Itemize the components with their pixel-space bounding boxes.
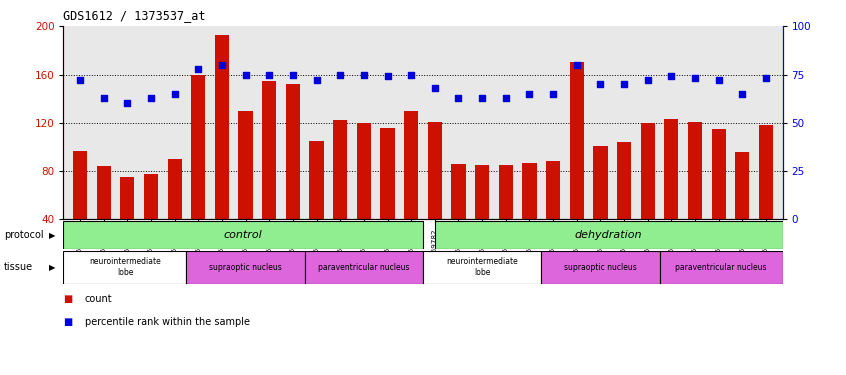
Bar	[357, 123, 371, 219]
Bar	[735, 152, 750, 219]
Point	[239, 72, 252, 78]
Point	[499, 95, 513, 101]
Bar	[711, 129, 726, 219]
Text: supraoptic nucleus: supraoptic nucleus	[209, 263, 282, 272]
Text: control: control	[224, 230, 262, 240]
Bar	[759, 125, 773, 219]
Point	[191, 66, 205, 72]
Bar	[144, 174, 158, 219]
Point	[310, 77, 323, 83]
Point	[665, 74, 678, 80]
Bar	[522, 163, 536, 219]
Text: ▶: ▶	[49, 231, 56, 240]
Text: supraoptic nucleus: supraoptic nucleus	[564, 263, 637, 272]
Bar	[660, 251, 783, 284]
Text: paraventricular nucleus: paraventricular nucleus	[318, 263, 409, 272]
Text: dehydration: dehydration	[575, 230, 642, 240]
Text: ■: ■	[63, 294, 73, 304]
Bar	[640, 123, 655, 219]
Point	[735, 91, 749, 97]
Point	[97, 95, 111, 101]
Point	[689, 75, 702, 81]
Point	[641, 77, 655, 83]
Bar	[96, 166, 111, 219]
Point	[381, 74, 394, 80]
Bar	[569, 63, 584, 219]
Bar	[452, 164, 465, 219]
Bar	[423, 251, 541, 284]
Bar	[191, 75, 206, 219]
Bar	[63, 251, 186, 284]
Point	[333, 72, 347, 78]
Bar	[498, 165, 513, 219]
Bar	[168, 159, 182, 219]
Text: protocol: protocol	[4, 230, 44, 240]
Point	[404, 72, 418, 78]
Bar	[215, 35, 229, 219]
Bar	[475, 165, 489, 219]
Point	[74, 77, 87, 83]
Point	[547, 91, 560, 97]
Point	[452, 95, 465, 101]
Text: neurointermediate
lobe: neurointermediate lobe	[89, 257, 161, 278]
Bar	[428, 122, 442, 219]
Bar	[63, 221, 423, 249]
Point	[144, 95, 157, 101]
Bar	[286, 84, 300, 219]
Text: GDS1612 / 1373537_at: GDS1612 / 1373537_at	[63, 9, 206, 22]
Point	[428, 85, 442, 91]
Point	[168, 91, 181, 97]
Bar	[546, 161, 560, 219]
Point	[286, 72, 299, 78]
Bar	[310, 141, 324, 219]
Text: neurointermediate
lobe: neurointermediate lobe	[446, 257, 518, 278]
Point	[262, 72, 276, 78]
Bar	[239, 111, 253, 219]
Bar	[593, 146, 607, 219]
Bar	[381, 128, 394, 219]
Bar	[262, 81, 277, 219]
Bar	[664, 119, 678, 219]
Bar	[688, 122, 702, 219]
Text: ■: ■	[63, 317, 73, 327]
Text: percentile rank within the sample: percentile rank within the sample	[85, 317, 250, 327]
Bar	[305, 251, 423, 284]
Point	[475, 95, 489, 101]
Bar	[73, 151, 87, 219]
Bar	[333, 120, 348, 219]
Point	[215, 62, 228, 68]
Point	[357, 72, 371, 78]
Point	[712, 77, 726, 83]
Bar	[435, 221, 783, 249]
Point	[594, 81, 607, 87]
Bar	[404, 111, 418, 219]
Bar	[617, 142, 631, 219]
Bar	[120, 177, 135, 219]
Text: ▶: ▶	[49, 263, 56, 272]
Bar	[186, 251, 305, 284]
Bar	[541, 251, 660, 284]
Point	[618, 81, 631, 87]
Text: count: count	[85, 294, 113, 304]
Point	[570, 62, 584, 68]
Point	[523, 91, 536, 97]
Text: paraventricular nucleus: paraventricular nucleus	[675, 263, 766, 272]
Point	[759, 75, 772, 81]
Text: tissue: tissue	[4, 262, 33, 272]
Point	[120, 100, 134, 106]
